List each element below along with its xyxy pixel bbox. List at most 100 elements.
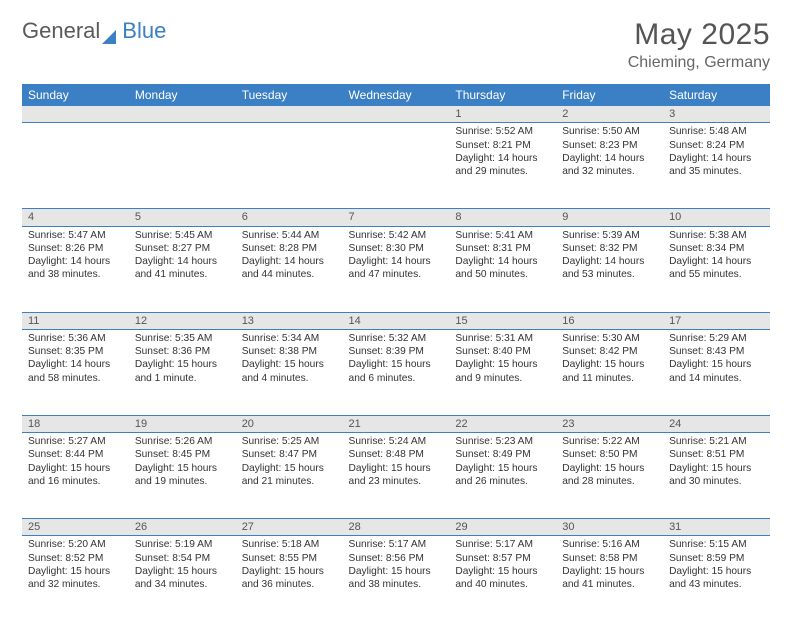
day-number: 2 [562, 108, 568, 120]
sunset-text: Sunset: 8:57 PM [455, 552, 550, 565]
day-number-cell: 8 [449, 209, 556, 226]
day-cell: Sunrise: 5:30 AMSunset: 8:42 PMDaylight:… [556, 329, 663, 415]
day-number: 26 [135, 521, 147, 533]
daylight-text: Daylight: 15 hours and 36 minutes. [242, 565, 337, 592]
day-cell: Sunrise: 5:52 AMSunset: 8:21 PMDaylight:… [449, 123, 556, 209]
sunset-text: Sunset: 8:24 PM [669, 139, 764, 152]
day-number-cell: 20 [236, 415, 343, 432]
sunset-text: Sunset: 8:31 PM [455, 242, 550, 255]
daylight-text: Daylight: 14 hours and 55 minutes. [669, 255, 764, 282]
sunrise-text: Sunrise: 5:18 AM [242, 538, 337, 551]
sunset-text: Sunset: 8:54 PM [135, 552, 230, 565]
day-cell: Sunrise: 5:19 AMSunset: 8:54 PMDaylight:… [129, 536, 236, 622]
sunrise-text: Sunrise: 5:26 AM [135, 435, 230, 448]
day-number-cell: 18 [22, 415, 129, 432]
day-number: 24 [669, 418, 681, 430]
day-number: 30 [562, 521, 574, 533]
sunrise-text: Sunrise: 5:20 AM [28, 538, 123, 551]
day-number: 12 [135, 315, 147, 327]
day-number-row: 18192021222324 [22, 415, 770, 432]
day-number-cell: 29 [449, 519, 556, 536]
day-number-cell: 4 [22, 209, 129, 226]
sunrise-text: Sunrise: 5:48 AM [669, 125, 764, 138]
daylight-text: Daylight: 15 hours and 9 minutes. [455, 358, 550, 385]
day-cell: Sunrise: 5:36 AMSunset: 8:35 PMDaylight:… [22, 329, 129, 415]
daylight-text: Daylight: 15 hours and 28 minutes. [562, 462, 657, 489]
sunrise-text: Sunrise: 5:30 AM [562, 332, 657, 345]
sunrise-text: Sunrise: 5:39 AM [562, 229, 657, 242]
sunrise-text: Sunrise: 5:32 AM [349, 332, 444, 345]
sunset-text: Sunset: 8:27 PM [135, 242, 230, 255]
sunset-text: Sunset: 8:35 PM [28, 345, 123, 358]
sunset-text: Sunset: 8:59 PM [669, 552, 764, 565]
day-number: 5 [135, 211, 141, 223]
sunset-text: Sunset: 8:40 PM [455, 345, 550, 358]
daylight-text: Daylight: 14 hours and 44 minutes. [242, 255, 337, 282]
day-number-cell: 12 [129, 312, 236, 329]
day-number-cell: 14 [343, 312, 450, 329]
day-cell: Sunrise: 5:23 AMSunset: 8:49 PMDaylight:… [449, 433, 556, 519]
day-number-row: 25262728293031 [22, 519, 770, 536]
sunrise-text: Sunrise: 5:16 AM [562, 538, 657, 551]
day-number-cell: 25 [22, 519, 129, 536]
day-number-cell: 19 [129, 415, 236, 432]
daylight-text: Daylight: 15 hours and 19 minutes. [135, 462, 230, 489]
sunset-text: Sunset: 8:26 PM [28, 242, 123, 255]
day-body-row: Sunrise: 5:52 AMSunset: 8:21 PM Daylight:… [22, 123, 770, 209]
sunrise-text: Sunrise: 5:41 AM [455, 229, 550, 242]
day-number-cell: 16 [556, 312, 663, 329]
daylight-text: Daylight: 14 hours and 47 minutes. [349, 255, 444, 282]
day-number: 25 [28, 521, 40, 533]
daylight-text: Daylight: 15 hours and 41 minutes. [562, 565, 657, 592]
sunset-text: Sunset: 8:49 PM [455, 448, 550, 461]
day-cell: Sunrise: 5:32 AMSunset: 8:39 PMDaylight:… [343, 329, 450, 415]
day-number-row: 123 [22, 106, 770, 123]
day-number-cell: 9 [556, 209, 663, 226]
day-number-cell [236, 106, 343, 123]
sunset-text: Sunset: 8:36 PM [135, 345, 230, 358]
daylight-text: Daylight: 15 hours and 30 minutes. [669, 462, 764, 489]
sunset-text: Sunset: 8:51 PM [669, 448, 764, 461]
sunrise-text: Sunrise: 5:25 AM [242, 435, 337, 448]
day-cell: Sunrise: 5:42 AMSunset: 8:30 PMDaylight:… [343, 226, 450, 312]
daylight-text: Daylight: 15 hours and 14 minutes. [669, 358, 764, 385]
daylight-text: Daylight: 14 hours and 50 minutes. [455, 255, 550, 282]
day-cell: Sunrise: 5:17 AMSunset: 8:56 PMDaylight:… [343, 536, 450, 622]
day-number-cell: 17 [663, 312, 770, 329]
day-number-cell: 31 [663, 519, 770, 536]
daylight-text: Daylight: 15 hours and 23 minutes. [349, 462, 444, 489]
day-number-cell: 13 [236, 312, 343, 329]
daylight-text: Daylight: 14 hours and 32 minutes. [562, 152, 657, 179]
day-cell [343, 123, 450, 209]
day-cell: Sunrise: 5:18 AMSunset: 8:55 PMDaylight:… [236, 536, 343, 622]
day-cell: Sunrise: 5:16 AMSunset: 8:58 PMDaylight:… [556, 536, 663, 622]
day-number: 20 [242, 418, 254, 430]
day-number-row: 11121314151617 [22, 312, 770, 329]
day-number-cell: 5 [129, 209, 236, 226]
month-title: May 2025 [628, 18, 770, 52]
day-number-cell: 2 [556, 106, 663, 123]
day-cell [129, 123, 236, 209]
day-number-cell: 22 [449, 415, 556, 432]
day-cell: Sunrise: 5:34 AMSunset: 8:38 PMDaylight:… [236, 329, 343, 415]
day-number: 28 [349, 521, 361, 533]
day-number: 16 [562, 315, 574, 327]
day-cell: Sunrise: 5:48 AMSunset: 8:24 PMDaylight:… [663, 123, 770, 209]
sunset-text: Sunset: 8:56 PM [349, 552, 444, 565]
sunrise-text: Sunrise: 5:52 AM [455, 125, 550, 138]
day-cell: Sunrise: 5:31 AMSunset: 8:40 PMDaylight:… [449, 329, 556, 415]
day-number: 13 [242, 315, 254, 327]
weekday-header: Saturday [663, 84, 770, 106]
sunrise-text: Sunrise: 5:31 AM [455, 332, 550, 345]
sunset-text: Sunset: 8:21 PM [455, 139, 550, 152]
daylight-text: Daylight: 14 hours and 35 minutes. [669, 152, 764, 179]
logo-text-blue: Blue [122, 18, 166, 44]
day-cell: Sunrise: 5:17 AMSunset: 8:57 PMDaylight:… [449, 536, 556, 622]
day-body-row: Sunrise: 5:36 AMSunset: 8:35 PMDaylight:… [22, 329, 770, 415]
daylight-text: Daylight: 14 hours and 41 minutes. [135, 255, 230, 282]
day-number-cell: 3 [663, 106, 770, 123]
weekday-header-row: Sunday Monday Tuesday Wednesday Thursday… [22, 84, 770, 106]
daylight-text: Daylight: 15 hours and 43 minutes. [669, 565, 764, 592]
day-number: 18 [28, 418, 40, 430]
day-cell: Sunrise: 5:22 AMSunset: 8:50 PMDaylight:… [556, 433, 663, 519]
